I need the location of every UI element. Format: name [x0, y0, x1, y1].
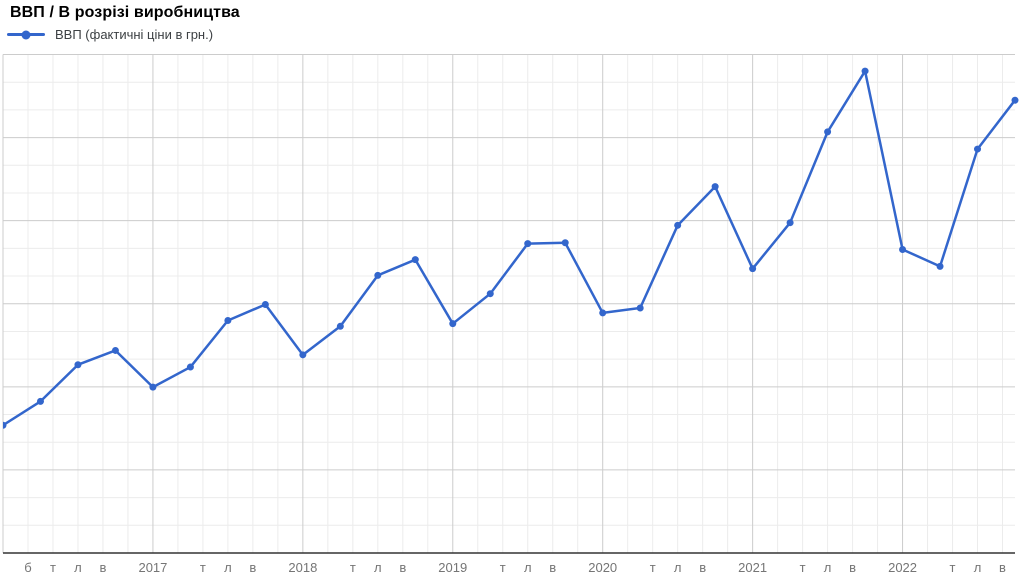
x-tick-label: л: [74, 560, 82, 575]
legend-line-marker-icon: [7, 30, 45, 39]
x-tick-label: в: [549, 560, 557, 575]
x-tick-label: т: [199, 560, 206, 575]
x-tick-label: б: [24, 560, 32, 575]
data-point[interactable]: [411, 256, 419, 264]
data-point[interactable]: [786, 219, 794, 227]
x-axis-labels: б т л в 2017 т л в 2018 т л в 2019 т л в 2020 т л в 2021 т л в 2…: [0, 560, 1024, 576]
x-tick-label: л: [374, 560, 382, 575]
data-point[interactable]: [824, 128, 832, 136]
data-point[interactable]: [299, 351, 307, 359]
data-point[interactable]: [674, 221, 682, 229]
data-point[interactable]: [749, 265, 757, 273]
data-point[interactable]: [1011, 96, 1019, 104]
data-point[interactable]: [0, 421, 7, 429]
data-point[interactable]: [36, 397, 44, 405]
data-point[interactable]: [899, 245, 907, 253]
data-point[interactable]: [74, 361, 82, 369]
data-point[interactable]: [261, 300, 269, 308]
x-tick-label: в: [249, 560, 257, 575]
x-tick-label: в: [849, 560, 857, 575]
data-point[interactable]: [599, 309, 607, 317]
x-tick-label: в: [999, 560, 1006, 575]
data-point[interactable]: [374, 271, 382, 279]
x-tick-label: л: [823, 560, 832, 575]
x-tick-year-label: 2022: [888, 560, 918, 575]
data-point[interactable]: [111, 346, 119, 354]
x-tick-label: т: [349, 560, 356, 575]
data-point[interactable]: [636, 304, 644, 312]
x-tick-label: л: [523, 560, 532, 575]
data-point[interactable]: [936, 262, 944, 270]
x-tick-label: т: [649, 560, 656, 575]
x-tick-label: в: [99, 560, 107, 575]
x-tick-label: в: [399, 560, 407, 575]
x-tick-year-label: 2018: [288, 560, 318, 575]
x-tick-year-label: 2017: [138, 560, 168, 575]
data-point[interactable]: [186, 363, 194, 371]
legend-series-label: ВВП (фактичні ціни в грн.): [55, 27, 214, 42]
data-point[interactable]: [336, 322, 344, 330]
legend-item-gdp[interactable]: ВВП (фактичні ціни в грн.): [7, 27, 213, 42]
x-tick-label: т: [799, 560, 806, 575]
x-tick-year-label: 2021: [738, 560, 768, 575]
x-tick-year-label: 2019: [438, 560, 468, 575]
data-point[interactable]: [524, 240, 532, 248]
series-line: [3, 69, 1016, 427]
x-tick-label: т: [949, 560, 956, 575]
data-point[interactable]: [711, 183, 719, 191]
x-tick-label: л: [224, 560, 232, 575]
x-tick-label: л: [973, 560, 982, 575]
x-tick-label: л: [673, 560, 682, 575]
data-point[interactable]: [449, 320, 457, 328]
chart-title: ВВП / В розрізі виробництва: [10, 4, 240, 21]
x-tick-label: т: [49, 560, 56, 575]
x-tick-year-label: 2020: [588, 560, 618, 575]
x-tick-label: в: [699, 560, 707, 575]
legend-point-icon: [21, 30, 31, 39]
data-point[interactable]: [974, 145, 982, 153]
data-point[interactable]: [224, 316, 232, 324]
data-point[interactable]: [486, 290, 494, 298]
gridlines-major: [2, 54, 1015, 553]
x-tick-label: т: [499, 560, 506, 575]
data-point[interactable]: [861, 67, 869, 75]
series-gdp: [0, 67, 1019, 429]
data-point[interactable]: [561, 239, 569, 247]
data-point[interactable]: [149, 383, 157, 391]
